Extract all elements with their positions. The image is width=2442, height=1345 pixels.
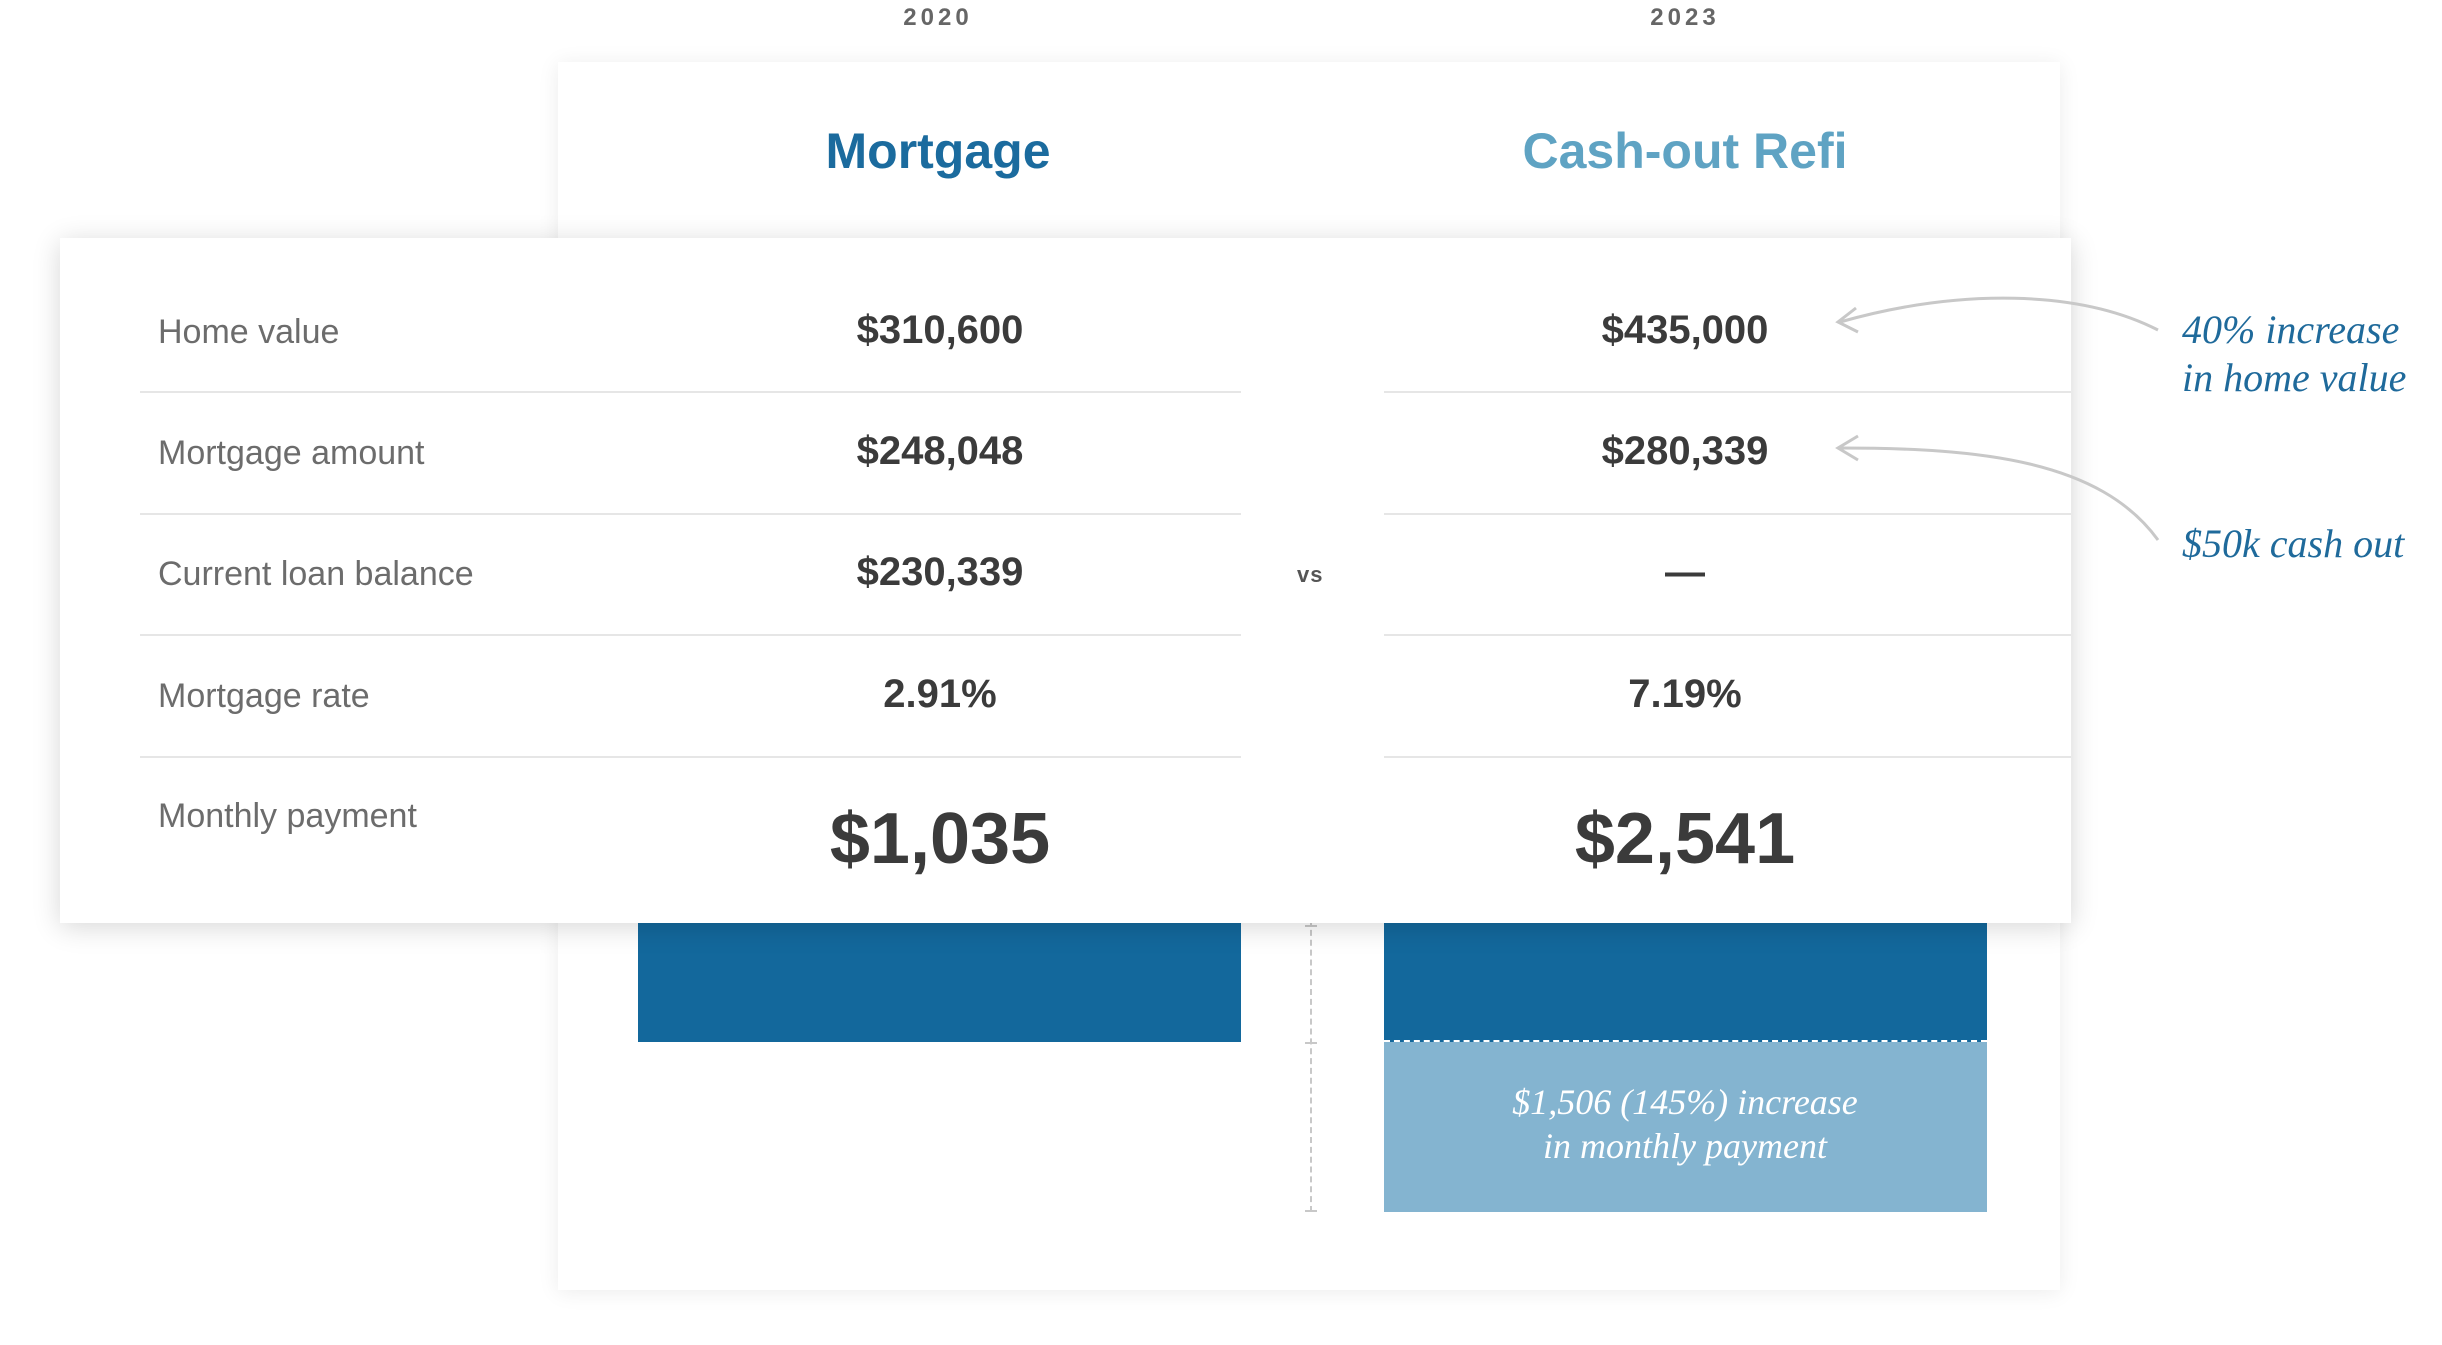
payment-increase-bar xyxy=(1384,1042,1987,1212)
row-label-mortgage-amount: Mortgage amount xyxy=(158,434,425,472)
measure-tick-top xyxy=(1305,925,1317,927)
mortgage-loan-balance: $230,339 xyxy=(856,550,1024,594)
cash-out-arrowhead xyxy=(1835,434,1859,462)
home-value-arrowhead xyxy=(1835,306,1859,334)
refi-loan-balance: — xyxy=(1665,550,1705,594)
year-2023: 2023 xyxy=(1650,4,1720,31)
mortgage-monthly-payment: $1,035 xyxy=(829,799,1051,879)
vs-label: vs xyxy=(1297,562,1324,587)
cash-out-arrow xyxy=(1839,446,2160,541)
increase-label-line1: $1,506 (145%) increase xyxy=(1512,1082,1858,1122)
home-value-note: 40% increase in home value xyxy=(2182,306,2406,402)
refi-title: Cash-out Refi xyxy=(1522,123,1848,179)
mortgage-title: Mortgage xyxy=(825,123,1051,179)
row-divider-3-left xyxy=(140,634,1241,636)
annotation-arrows xyxy=(1835,296,2160,541)
mortgage-amount: $248,048 xyxy=(856,429,1024,473)
details-table xyxy=(60,238,2071,923)
cash-out-note: $50k cash out xyxy=(2182,521,2405,566)
home-value-arrow xyxy=(1839,296,2159,332)
increase-label: $1,506 (145%) increase in monthly paymen… xyxy=(1385,1080,1985,1168)
row-divider-4-right xyxy=(1384,756,2071,758)
measure-tick-bottom xyxy=(1305,1210,1317,1212)
row-divider-3-right xyxy=(1384,634,2071,636)
row-divider-1-left xyxy=(140,391,1241,393)
row-divider-4-left xyxy=(140,756,1241,758)
mortgage-rate: 2.91% xyxy=(883,672,997,716)
row-label-loan-balance: Current loan balance xyxy=(158,555,474,593)
row-label-mortgage-rate: Mortgage rate xyxy=(158,677,370,715)
refi-monthly-payment: $2,541 xyxy=(1574,799,1796,879)
year-2020: 2020 xyxy=(903,4,973,31)
row-label-monthly-payment: Monthly payment xyxy=(158,797,417,835)
refi-rate: 7.19% xyxy=(1628,672,1742,716)
increase-label-line2: in monthly payment xyxy=(1543,1126,1827,1166)
home-value-note-line1: 40% increase xyxy=(2182,307,2400,352)
row-divider-2-right xyxy=(1384,513,2071,515)
row-divider-2-left xyxy=(140,513,1241,515)
mortgage-home-value: $310,600 xyxy=(856,308,1024,352)
row-divider-1-right xyxy=(1384,391,2071,393)
refi-base-payment-bar xyxy=(1384,900,1987,1042)
measure-tick-mid xyxy=(1305,1042,1317,1044)
measure-line xyxy=(1310,920,1312,1212)
refi-amount: $280,339 xyxy=(1601,429,1769,473)
row-label-home-value: Home value xyxy=(158,313,340,351)
home-value-note-line2: in home value xyxy=(2182,355,2407,400)
bar-divider-dashed xyxy=(1384,1040,1987,1042)
refi-home-value: $435,000 xyxy=(1601,308,1769,352)
mortgage-payment-bar xyxy=(638,900,1241,1042)
